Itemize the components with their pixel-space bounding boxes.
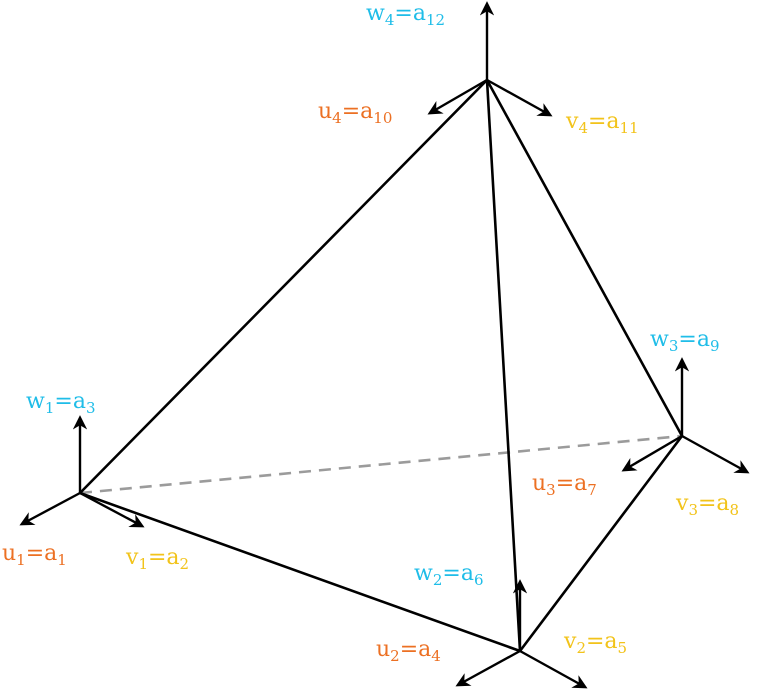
edge-2-3 [518, 434, 684, 653]
label-u2-a4: u2=a4 [376, 637, 441, 665]
node-1-axes [19, 415, 145, 528]
edge-1-2 [78, 491, 522, 653]
label-w3-a9: w3=a9 [650, 327, 720, 355]
edge-2-4 [485, 78, 522, 653]
label-w1-a3: w1=a3 [26, 389, 96, 417]
node-2-u-arrow [455, 649, 521, 687]
node-2-axes [455, 579, 588, 689]
node-4-u-arrow [427, 78, 488, 115]
edge-1-4 [78, 78, 489, 495]
label-u3-a7: u3=a7 [532, 471, 597, 499]
node-2-v-arrow [519, 649, 588, 689]
label-u4-a10: u4=a10 [318, 99, 392, 127]
label-v3-a8: v3=a8 [675, 491, 739, 519]
node-3-axes [621, 357, 750, 474]
label-v2-a5: v2=a5 [563, 629, 627, 657]
node-1-u-arrow [19, 491, 81, 526]
label-u1-a1: u1=a1 [2, 541, 67, 569]
edge-3-4 [485, 78, 684, 438]
node-3-u-arrow [621, 434, 683, 472]
node-4-v-arrow [486, 78, 553, 117]
label-w4-a12: w4=a12 [366, 1, 445, 29]
node-3-v-arrow [681, 434, 750, 474]
node-1-v-arrow [79, 491, 145, 528]
label-v4-a11: v4=a11 [565, 109, 639, 137]
label-w2-a6: w2=a6 [414, 561, 484, 589]
hidden-edge-1-3 [79, 434, 683, 495]
node-4-axes [427, 1, 553, 117]
label-v1-a2: v1=a2 [125, 545, 189, 573]
